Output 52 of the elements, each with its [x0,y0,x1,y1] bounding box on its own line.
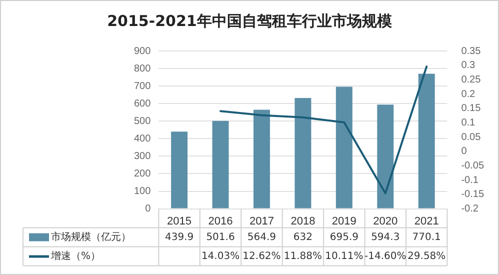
y-tick-label: 700 [134,80,152,92]
y-tick-label: 100 [134,186,152,198]
y2-tick-label: -0.1 [461,174,479,186]
data-label: 632 [293,232,312,243]
y-tick-label: 400 [134,133,152,144]
data-label: 695.9 [330,232,358,243]
y2-tick-label: -0.2 [461,204,479,215]
x-tick-label: 2016 [208,215,233,228]
y2-tick-label: 0.35 [461,46,482,57]
bar [336,86,352,208]
data-label: 11.88% [284,250,322,262]
bar [212,120,229,208]
bar [253,110,270,208]
data-label: 564.9 [247,232,276,243]
y2-tick-label: 0.3 [461,60,476,72]
x-tick-label: 2020 [373,215,398,228]
y2-tick-label: 0.25 [461,74,482,86]
x-tick-label: 2017 [249,215,274,228]
data-label: 770.1 [412,232,441,243]
y-tick-label: 900 [134,46,152,57]
data-label: 501.6 [206,232,235,243]
x-tick-label: 2018 [290,215,316,228]
bar [171,132,188,208]
y-tick-label: 200 [134,168,152,180]
legend-label: 增速（%） [50,250,101,262]
legend-label: 市场规模（亿元） [51,230,131,243]
y2-tick-label: -0.15 [461,189,484,200]
bar [294,98,312,208]
data-label: 439.9 [164,232,194,243]
data-label: 29.58% [408,250,446,262]
bar [418,74,435,208]
x-tick-label: 2015 [167,215,192,228]
data-label: 594.3 [371,232,400,243]
data-label: 10.11% [325,250,364,262]
y2-tick-label: 0.15 [461,103,482,114]
y-tick-label: 300 [134,150,152,162]
data-label: 14.03% [201,250,240,262]
y-tick-label: 800 [134,63,152,74]
bar [377,104,394,208]
y-tick-label: 500 [134,116,152,127]
data-label: 12.62% [242,250,281,262]
x-tick-label: 2021 [414,215,439,228]
y-tick-label: 0 [145,204,152,215]
y2-tick-label: 0.1 [461,117,476,128]
y2-tick-label: 0 [461,146,468,158]
y2-tick-label: 0.2 [461,88,476,100]
y-tick-label: 600 [134,98,152,110]
y2-tick-label: -0.05 [461,160,484,172]
data-label: -14.60% [364,250,406,262]
chart-title: 2015-2021年中国自驾租车行业市场规模 [106,12,393,31]
y2-tick-label: 0.05 [461,132,482,143]
x-tick-label: 2019 [332,215,356,228]
